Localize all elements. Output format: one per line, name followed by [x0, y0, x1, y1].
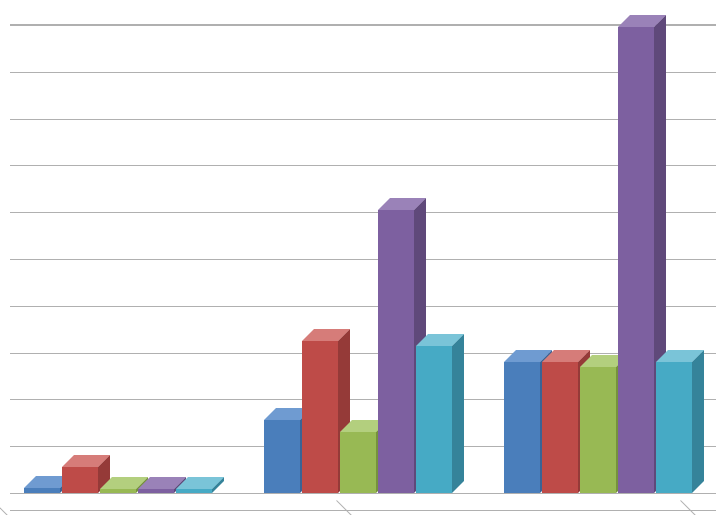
floor-diagonal — [0, 500, 11, 515]
gridline — [10, 212, 716, 213]
bar-front-face — [264, 420, 300, 493]
bar-side-face — [692, 350, 704, 493]
bar-front-face — [138, 489, 174, 493]
bar-front-face — [378, 210, 414, 493]
bar-front-face — [656, 362, 692, 493]
gridline — [10, 25, 716, 26]
plot-area — [10, 24, 716, 511]
floor-diagonal — [680, 500, 699, 515]
bar-front-face — [580, 367, 616, 493]
bar-front-face — [340, 432, 376, 493]
floor-diagonal — [336, 500, 355, 515]
bar-front-face — [24, 488, 60, 493]
bar-chart-3d — [0, 0, 726, 515]
gridline — [10, 165, 716, 166]
bar-front-face — [302, 341, 338, 493]
bar-side-face — [452, 334, 464, 493]
gridline — [10, 353, 716, 354]
gridline — [10, 119, 716, 120]
bar-front-face — [504, 362, 540, 493]
gridline — [10, 72, 716, 73]
bar-front-face — [542, 362, 578, 493]
chart-floor — [10, 493, 716, 511]
bar-front-face — [62, 467, 98, 493]
bar-front-face — [416, 346, 452, 493]
gridline — [10, 306, 716, 307]
bar-front-face — [176, 489, 212, 493]
bar-front-face — [100, 489, 136, 493]
bar-front-face — [618, 27, 654, 493]
gridline — [10, 259, 716, 260]
